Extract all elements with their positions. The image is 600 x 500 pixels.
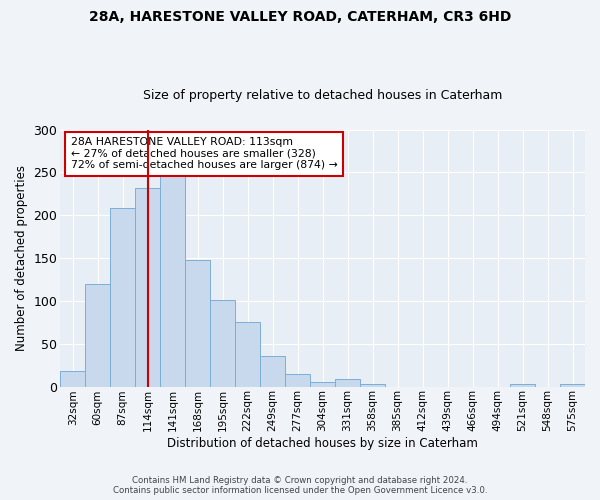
Bar bbox=[185, 260, 210, 386]
Bar bbox=[360, 384, 385, 386]
Bar bbox=[110, 208, 135, 386]
Y-axis label: Number of detached properties: Number of detached properties bbox=[15, 165, 28, 351]
Title: Size of property relative to detached houses in Caterham: Size of property relative to detached ho… bbox=[143, 89, 502, 102]
Bar bbox=[85, 284, 110, 387]
Bar bbox=[335, 379, 360, 386]
Bar bbox=[285, 374, 310, 386]
Bar bbox=[60, 371, 85, 386]
Bar bbox=[235, 322, 260, 386]
Bar bbox=[510, 384, 535, 386]
Text: Contains HM Land Registry data © Crown copyright and database right 2024.
Contai: Contains HM Land Registry data © Crown c… bbox=[113, 476, 487, 495]
Bar bbox=[160, 174, 185, 386]
Bar bbox=[310, 382, 335, 386]
Bar bbox=[135, 188, 160, 386]
Bar bbox=[560, 384, 585, 386]
Text: 28A, HARESTONE VALLEY ROAD, CATERHAM, CR3 6HD: 28A, HARESTONE VALLEY ROAD, CATERHAM, CR… bbox=[89, 10, 511, 24]
Bar bbox=[260, 356, 285, 386]
Bar bbox=[210, 300, 235, 386]
X-axis label: Distribution of detached houses by size in Caterham: Distribution of detached houses by size … bbox=[167, 437, 478, 450]
Text: 28A HARESTONE VALLEY ROAD: 113sqm
← 27% of detached houses are smaller (328)
72%: 28A HARESTONE VALLEY ROAD: 113sqm ← 27% … bbox=[71, 138, 337, 170]
